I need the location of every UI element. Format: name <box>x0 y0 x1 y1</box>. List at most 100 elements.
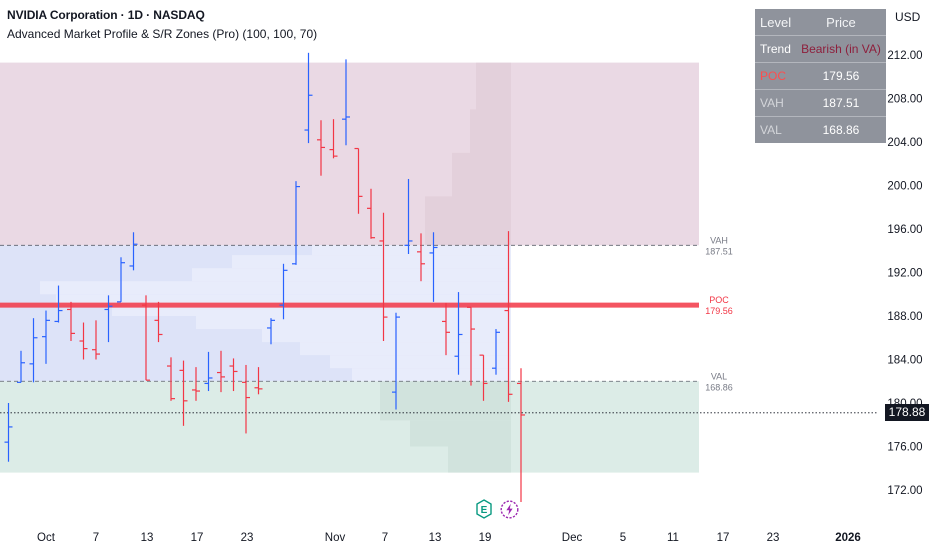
levels-table-header: Level Price <box>755 9 886 36</box>
svg-text:E: E <box>481 505 488 516</box>
ohlc-bar <box>29 318 38 383</box>
ohlc-bar <box>254 367 263 395</box>
supply-zone <box>0 62 699 246</box>
x-tick-label: Dec <box>562 532 583 544</box>
vah-label: VAH <box>710 235 728 245</box>
ohlc-bar <box>4 403 13 462</box>
profile-bar <box>300 342 511 356</box>
symbol-title[interactable]: NVIDIA Corporation · 1D · NASDAQ <box>7 8 205 22</box>
profile-bar <box>330 355 511 369</box>
ohlc-bar <box>229 358 238 392</box>
profile-bar <box>262 329 511 343</box>
ohlc-bar <box>367 188 375 239</box>
ohlc-bar <box>392 312 400 410</box>
x-tick-label: 11 <box>667 532 679 544</box>
profile-bar <box>232 255 511 269</box>
ohlc-bar <box>454 292 463 375</box>
poc-value: 179.56 <box>796 62 886 90</box>
header-level: Level <box>755 9 797 36</box>
x-tick-label: 17 <box>717 532 730 544</box>
ohlc-bar <box>279 263 288 320</box>
y-tick-label: 212.00 <box>887 50 922 62</box>
x-tick-label: 13 <box>429 532 442 544</box>
levels-table: Level Price Trend Bearish (in VA) POC 17… <box>755 9 886 143</box>
profile-bar <box>196 316 511 330</box>
ohlc-bar <box>104 295 113 343</box>
y-tick-label: 204.00 <box>887 137 922 149</box>
ohlc-bar <box>17 350 25 383</box>
ohlc-bar <box>204 351 213 392</box>
ohlc-bar <box>342 59 350 146</box>
ohlc-bar <box>129 232 138 271</box>
ohlc-bar <box>267 318 275 345</box>
time-axis: Oct 7 13 17 23 Nov 7 13 19 Dec 5 11 17 23 2026 <box>37 532 861 544</box>
val-value: 168.86 <box>822 123 860 137</box>
ohlc-bar <box>517 368 525 502</box>
x-tick-label: 2026 <box>835 532 861 544</box>
x-tick-label: 23 <box>767 532 780 544</box>
profile-bar <box>476 62 511 110</box>
ohlc-bar <box>79 322 88 360</box>
ohlc-bar <box>379 212 388 342</box>
ohlc-bar <box>292 181 300 265</box>
ohlc-bar <box>167 357 175 401</box>
split-event-icon[interactable] <box>500 500 519 519</box>
profile-bar <box>352 368 511 382</box>
x-tick-label: 7 <box>382 532 388 544</box>
earnings-icon[interactable]: E <box>476 499 492 519</box>
poc-value: 179.56 <box>705 306 733 316</box>
vah-label: VAH <box>755 89 797 117</box>
ohlc-bar <box>467 306 475 386</box>
vah-value: 187.51 <box>705 246 733 256</box>
ohlc-bar <box>142 295 150 381</box>
x-tick-label: Nov <box>325 532 346 544</box>
x-tick-label: 19 <box>479 532 492 544</box>
ohlc-bar <box>354 147 363 214</box>
poc-line <box>0 302 699 308</box>
vah-value: 187.51 <box>796 89 886 117</box>
ohlc-bar <box>92 320 100 360</box>
ohlc-bar <box>417 233 425 282</box>
y-tick-label: 184.00 <box>887 355 922 367</box>
x-tick-label: Oct <box>37 532 56 544</box>
ohlc-bar <box>67 301 75 342</box>
val-label: VAL <box>711 371 727 381</box>
ohlc-bar <box>54 285 63 323</box>
ohlc-bar <box>117 257 125 303</box>
y-tick-label: 172.00 <box>887 485 922 497</box>
val-label: VAL <box>760 123 782 137</box>
ohlc-bar <box>492 329 500 375</box>
y-tick-label: 200.00 <box>887 181 922 193</box>
row-vah: VAH 187.51 <box>755 89 886 117</box>
indicator-title[interactable]: Advanced Market Profile & S/R Zones (Pro… <box>7 27 318 41</box>
ohlc-bar <box>404 178 413 255</box>
y-tick-label: 196.00 <box>887 224 922 236</box>
x-tick-label: 17 <box>191 532 204 544</box>
ohlc-bar <box>304 52 313 144</box>
y-tick-label: 208.00 <box>887 94 922 106</box>
x-tick-label: 7 <box>93 532 99 544</box>
y-tick-label: 188.00 <box>887 311 922 323</box>
val-value: 168.86 <box>705 382 733 392</box>
ohlc-bar <box>329 119 338 159</box>
x-tick-label: 23 <box>241 532 254 544</box>
profile-bar <box>40 281 511 295</box>
poc-label: POC <box>709 295 729 305</box>
row-poc: POC 179.56 <box>755 62 886 90</box>
ohlc-bar <box>504 231 513 402</box>
ohlc-bar <box>479 354 488 401</box>
poc-label: POC <box>755 62 797 90</box>
price-axis: 212.00 208.00 204.00 200.00 196.00 192.00 188.… <box>887 50 922 497</box>
row-val: VAL 168.86 <box>755 117 886 144</box>
profile-bar <box>192 268 511 282</box>
profile-bar <box>470 109 511 153</box>
header-price: Price <box>796 9 886 36</box>
currency-label[interactable]: USD <box>895 10 921 24</box>
profile-bar <box>380 381 511 421</box>
ohlc-bar <box>154 301 163 343</box>
demand-zone <box>0 381 699 473</box>
ohlc-bar <box>242 364 250 434</box>
ohlc-bar <box>442 302 450 356</box>
